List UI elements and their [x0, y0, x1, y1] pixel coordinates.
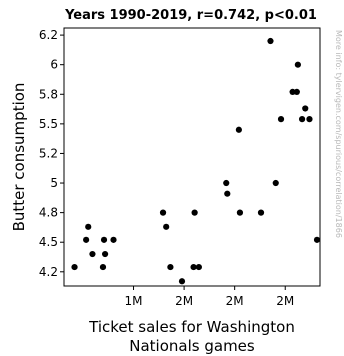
y-axis: 4.2 4.5 4.8 5 5.2 5.5 5.8 6 6.2: [39, 28, 64, 279]
data-point: [71, 263, 78, 271]
x-tick-label: 1M: [125, 294, 143, 308]
data-point: [224, 190, 231, 197]
data-point: [272, 179, 279, 187]
y-tick-label: 5.2: [39, 146, 58, 160]
data-point: [257, 209, 265, 216]
data-point: [178, 278, 186, 285]
x-axis-label-line-1: Ticket sales for Washington: [88, 318, 295, 336]
data-point: [294, 61, 301, 68]
y-tick-label: 4.2: [39, 265, 58, 279]
data-point: [159, 209, 167, 216]
data-point: [163, 223, 170, 230]
data-point: [302, 105, 309, 112]
x-tick-label: 2M: [276, 294, 294, 308]
data-point: [100, 236, 108, 243]
data-point: [83, 236, 90, 243]
x-tick-label: 2M: [175, 294, 193, 308]
watermark: More info: tylervigen.com/spurious/corre…: [334, 30, 343, 238]
data-point: [313, 236, 321, 243]
data-point: [190, 263, 197, 271]
data-point: [195, 263, 202, 271]
data-point: [191, 209, 198, 216]
data-point: [306, 116, 313, 123]
data-point: [167, 263, 174, 271]
data-point: [89, 250, 96, 258]
data-point: [235, 126, 242, 133]
plot-frame: [63, 27, 321, 287]
data-points: [71, 37, 321, 285]
data-point: [223, 179, 230, 187]
y-tick-label: 4.8: [39, 206, 58, 220]
x-axis-label-line-2: Nationals games: [129, 337, 255, 355]
data-point: [298, 116, 306, 123]
y-tick-label: 4.5: [39, 235, 58, 249]
y-tick-label: 6: [50, 58, 58, 72]
data-point: [85, 223, 92, 230]
y-tick-label: 5.8: [39, 87, 58, 101]
y-tick-label: 6.2: [39, 28, 58, 42]
data-point: [101, 250, 109, 258]
data-point: [293, 88, 300, 96]
data-point: [236, 209, 244, 216]
data-point: [267, 37, 274, 45]
x-axis: 1M 2M 2M 2M: [125, 286, 294, 308]
y-tick-label: 5.5: [39, 117, 58, 131]
chart-title: Years 1990-2019, r=0.742, p<0.01: [64, 8, 317, 23]
y-axis-label: Butter consumption: [10, 83, 28, 232]
data-point: [277, 116, 285, 123]
data-point: [110, 236, 117, 243]
y-tick-label: 5: [50, 176, 58, 190]
data-point: [99, 263, 107, 271]
x-tick-label: 2M: [226, 294, 244, 308]
